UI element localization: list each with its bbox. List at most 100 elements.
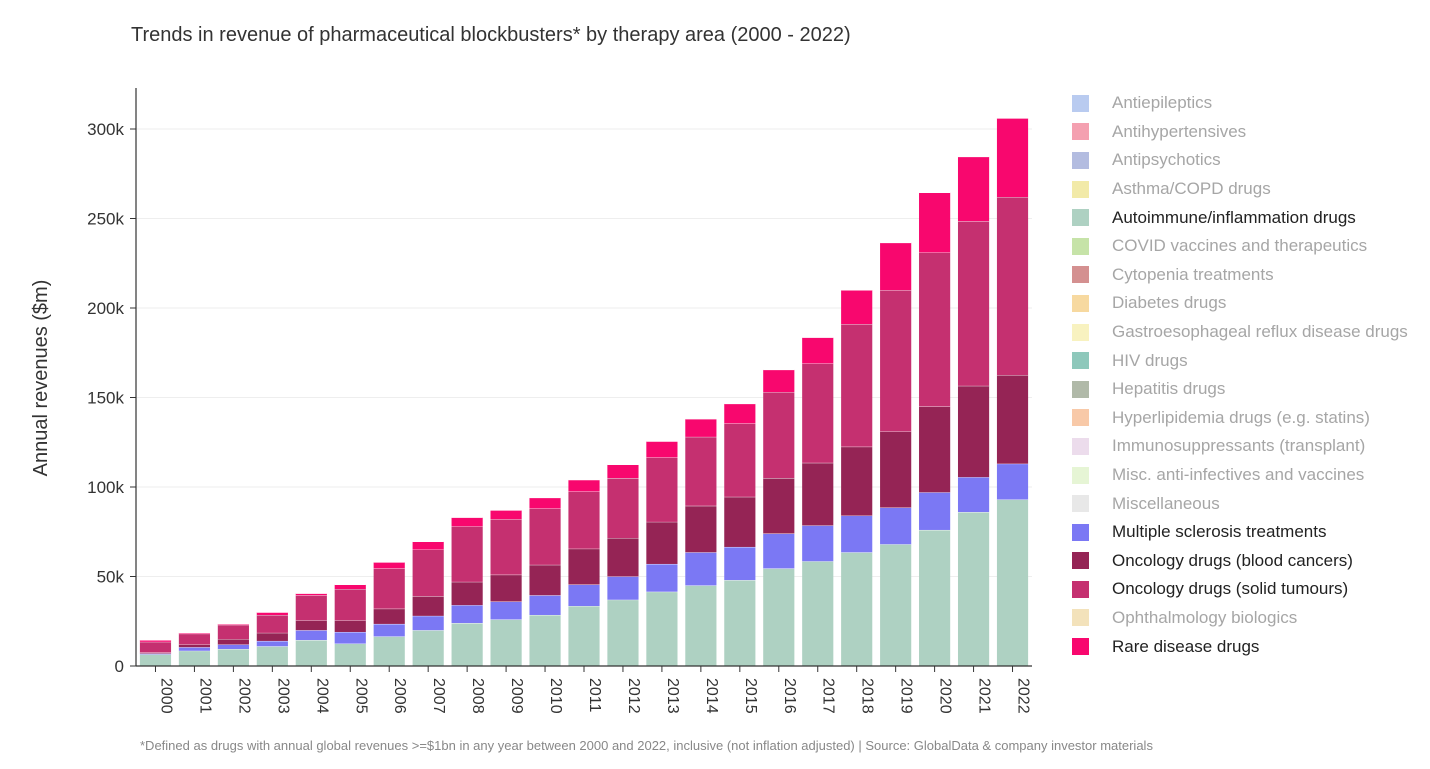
bar-segment[interactable] (373, 608, 405, 624)
bar-segment[interactable] (217, 644, 249, 649)
bar-segment[interactable] (256, 614, 288, 633)
bar-segment[interactable] (217, 623, 249, 625)
bar-segment[interactable] (256, 612, 288, 615)
bar-segment[interactable] (568, 548, 600, 585)
legend-item[interactable]: Miscellaneous (1072, 489, 1408, 518)
bar-segment[interactable] (919, 492, 951, 530)
bar-segment[interactable] (646, 591, 678, 666)
bar-segment[interactable] (841, 515, 873, 553)
legend-item[interactable]: Antihypertensives (1072, 118, 1408, 147)
bar-segment[interactable] (178, 633, 211, 645)
bar-segment[interactable] (841, 552, 873, 666)
bar-segment[interactable] (957, 221, 990, 386)
bar-segment[interactable] (373, 636, 405, 666)
bar-segment[interactable] (957, 477, 990, 513)
bar-segment[interactable] (490, 519, 522, 575)
bar-segment[interactable] (178, 644, 211, 648)
bar-segment[interactable] (529, 595, 561, 615)
bar-segment[interactable] (451, 623, 483, 666)
bar-segment[interactable] (529, 614, 561, 666)
bar-segment[interactable] (607, 478, 639, 539)
bar-segment[interactable] (724, 403, 756, 424)
bar-segment[interactable] (685, 585, 717, 666)
bar-segment[interactable] (996, 463, 1029, 500)
legend-item[interactable]: Gastroesophageal reflux disease drugs (1072, 318, 1408, 347)
bar-segment[interactable] (568, 491, 600, 549)
legend-item[interactable]: Antipsychotics (1072, 146, 1408, 175)
bar-segment[interactable] (646, 563, 678, 592)
legend-item[interactable]: Multiple sclerosis treatments (1072, 518, 1408, 547)
bar-segment[interactable] (412, 596, 444, 616)
bar-segment[interactable] (996, 197, 1029, 376)
bar-segment[interactable] (334, 631, 366, 644)
bar-segment[interactable] (880, 242, 912, 291)
bar-segment[interactable] (568, 606, 600, 666)
bar-segment[interactable] (529, 497, 561, 509)
bar-segment[interactable] (607, 599, 639, 666)
bar-segment[interactable] (685, 552, 717, 586)
bar-segment[interactable] (996, 499, 1029, 666)
legend-item[interactable]: Cytopenia treatments (1072, 261, 1408, 290)
bar-segment[interactable] (763, 478, 795, 534)
bar-segment[interactable] (139, 653, 172, 655)
bar-segment[interactable] (373, 568, 405, 609)
bar-segment[interactable] (919, 406, 951, 493)
bar-segment[interactable] (295, 593, 327, 596)
bar-segment[interactable] (139, 640, 172, 642)
bar-segment[interactable] (490, 619, 522, 666)
bar-segment[interactable] (880, 290, 912, 432)
bar-segment[interactable] (139, 641, 172, 653)
bar-segment[interactable] (996, 375, 1029, 464)
bar-segment[interactable] (919, 252, 951, 407)
bar-segment[interactable] (529, 508, 561, 565)
bar-segment[interactable] (957, 512, 990, 666)
bar-segment[interactable] (841, 290, 873, 325)
legend-item[interactable]: Misc. anti-infectives and vaccines (1072, 461, 1408, 490)
bar-segment[interactable] (178, 632, 211, 634)
bar-segment[interactable] (217, 639, 249, 645)
bar-segment[interactable] (217, 624, 249, 640)
bar-segment[interactable] (607, 576, 639, 600)
bar-segment[interactable] (957, 156, 990, 222)
bar-segment[interactable] (373, 623, 405, 637)
bar-segment[interactable] (841, 446, 873, 516)
bar-segment[interactable] (880, 431, 912, 508)
bar-segment[interactable] (763, 533, 795, 569)
legend-item[interactable]: Hepatitis drugs (1072, 375, 1408, 404)
bar-segment[interactable] (178, 650, 211, 666)
bar-segment[interactable] (490, 510, 522, 520)
legend-item[interactable]: Oncology drugs (solid tumours) (1072, 575, 1408, 604)
bar-segment[interactable] (451, 517, 483, 527)
bar-segment[interactable] (919, 529, 951, 666)
bar-segment[interactable] (295, 640, 327, 666)
bar-segment[interactable] (529, 564, 561, 596)
bar-segment[interactable] (802, 561, 834, 666)
bar-segment[interactable] (763, 568, 795, 666)
bar-segment[interactable] (334, 589, 366, 621)
bar-segment[interactable] (919, 192, 951, 253)
bar-segment[interactable] (724, 423, 756, 497)
bar-segment[interactable] (724, 546, 756, 581)
bar-segment[interactable] (412, 615, 444, 631)
bar-segment[interactable] (412, 549, 444, 597)
bar-segment[interactable] (802, 525, 834, 562)
bar-segment[interactable] (957, 385, 990, 478)
bar-segment[interactable] (451, 605, 483, 624)
legend-item[interactable]: HIV drugs (1072, 346, 1408, 375)
bar-segment[interactable] (724, 580, 756, 666)
bar-segment[interactable] (646, 521, 678, 564)
bar-segment[interactable] (724, 496, 756, 547)
bar-segment[interactable] (334, 584, 366, 590)
bar-segment[interactable] (412, 630, 444, 666)
legend-item[interactable]: Rare disease drugs (1072, 632, 1408, 661)
bar-segment[interactable] (996, 118, 1029, 198)
bar-segment[interactable] (763, 369, 795, 393)
bar-segment[interactable] (490, 601, 522, 620)
bar-segment[interactable] (685, 436, 717, 506)
legend-item[interactable]: COVID vaccines and therapeutics (1072, 232, 1408, 261)
bar-segment[interactable] (451, 526, 483, 582)
legend-item[interactable]: Asthma/COPD drugs (1072, 175, 1408, 204)
bar-segment[interactable] (256, 646, 288, 666)
bar-segment[interactable] (256, 640, 288, 647)
bar-segment[interactable] (217, 648, 249, 666)
